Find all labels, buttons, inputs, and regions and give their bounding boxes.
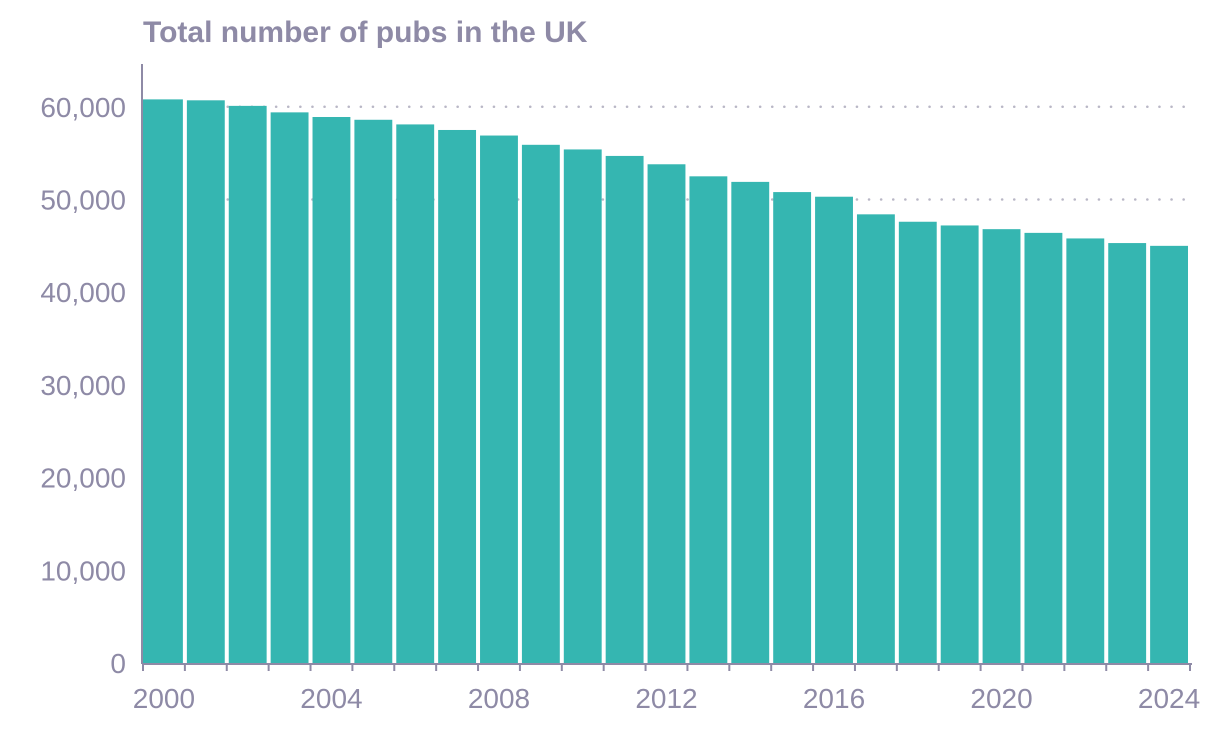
- x-tick-label: 2008: [468, 683, 530, 714]
- bar-2014: [731, 181, 770, 663]
- x-tick-label: 2012: [635, 683, 697, 714]
- gridlines: [141, 105, 1192, 201]
- bar-2005: [354, 119, 393, 663]
- bar-2010: [563, 149, 602, 663]
- x-tick-label: 2004: [300, 683, 362, 714]
- bars: [143, 99, 1188, 664]
- bar-2015: [773, 192, 812, 664]
- y-tick-label: 10,000: [40, 555, 126, 586]
- y-tick-label: 0: [110, 648, 126, 679]
- y-tick-label: 40,000: [40, 277, 126, 308]
- bar-2017: [856, 214, 895, 663]
- y-tick-label: 60,000: [40, 92, 126, 123]
- chart-title: Total number of pubs in the UK: [143, 16, 588, 49]
- bar-2013: [689, 176, 728, 663]
- y-tick-label: 50,000: [40, 185, 126, 216]
- x-tick-label: 2016: [803, 683, 865, 714]
- x-axis-labels: 2000 2004 2008 2012 2016 2020 2024: [133, 683, 1200, 714]
- x-tick-label: 2000: [133, 683, 195, 714]
- bar-2011: [605, 155, 644, 663]
- bar-2009: [521, 144, 560, 663]
- bar-2022: [1066, 238, 1105, 663]
- bar-2007: [438, 129, 477, 664]
- bar-2012: [647, 164, 686, 664]
- bar-2021: [1024, 232, 1063, 663]
- bar-2001: [186, 100, 225, 664]
- y-axis-labels: 0 10,000 20,000 30,000 40,000 50,000 60,000: [40, 92, 126, 679]
- y-tick-label: 30,000: [40, 370, 126, 401]
- bar-2016: [815, 196, 853, 663]
- bar-2003: [270, 112, 309, 663]
- bar-2020: [982, 229, 1021, 663]
- bar-2002: [228, 105, 267, 664]
- bar-2006: [396, 124, 435, 663]
- x-axis-ticks: [142, 664, 1191, 671]
- bar-2024: [1150, 245, 1188, 663]
- bar-2023: [1108, 243, 1147, 663]
- bar-2018: [898, 221, 937, 664]
- bar-2000: [143, 99, 183, 663]
- bar-2008: [480, 135, 518, 664]
- bar-2019: [940, 225, 979, 663]
- x-tick-label: 2020: [970, 683, 1032, 714]
- x-tick-label: 2024: [1138, 683, 1200, 714]
- y-tick-label: 20,000: [40, 463, 126, 494]
- bar-2004: [312, 116, 351, 663]
